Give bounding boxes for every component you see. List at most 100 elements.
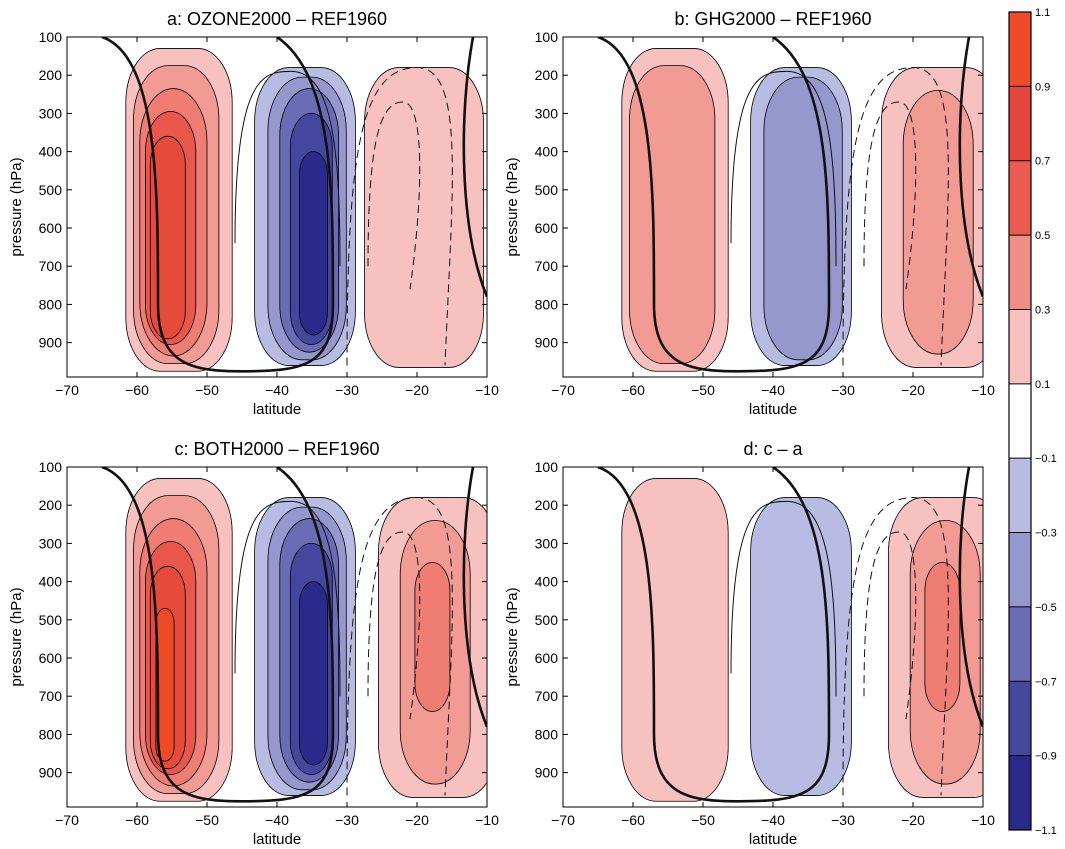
y-tick-label: 200	[39, 497, 63, 513]
colorbar-label: 1.1	[1035, 7, 1050, 19]
y-tick-label: 500	[39, 182, 63, 198]
x-tick-label: −20	[405, 812, 429, 828]
x-tick-label: −30	[335, 382, 359, 398]
panel-title: b: GHG2000 – REF1960	[674, 9, 871, 29]
colorbar-label: 0.3	[1035, 304, 1050, 316]
y-tick-label: 100	[535, 459, 559, 475]
contour-cell-a-0	[125, 48, 233, 372]
panel-d: −70 −60 −50 −40 −30 −20 −10 100 200 300 400 500 600 7…	[504, 439, 995, 848]
contour-level-6	[155, 607, 175, 762]
y-tick-label: 100	[535, 29, 559, 45]
contour-cell-c-1	[254, 497, 356, 796]
contour-level-1	[750, 497, 852, 796]
x-tick-label: −60	[621, 382, 645, 398]
x-axis-label: latitude	[253, 831, 301, 848]
mean-wind-contour	[597, 467, 831, 803]
y-axis-label: pressure (hPa)	[8, 157, 25, 256]
dashed-contour	[346, 67, 453, 366]
y-tick-label: 400	[39, 574, 63, 590]
colorbar-label: 0.9	[1035, 81, 1050, 93]
panel-c: −70 −60 −50 −40 −30 −20 −10 100 200 300 400 500 600 7…	[8, 439, 499, 848]
x-tick-label: −40	[265, 382, 289, 398]
y-tick-label: 500	[535, 612, 559, 628]
contour-cell-d-0	[621, 478, 729, 802]
contour-cell-d-1	[750, 497, 852, 796]
y-tick-label: 200	[535, 67, 559, 83]
colorbar-label: −0.3	[1035, 528, 1057, 540]
colorbar-segment	[1009, 309, 1031, 384]
y-axis-label: pressure (hPa)	[8, 587, 25, 686]
x-tick-label: −10	[475, 382, 499, 398]
y-tick-label: 100	[39, 459, 63, 475]
y-tick-label: 200	[39, 67, 63, 83]
contour-cell-c-2	[378, 497, 487, 798]
contour-level-1	[621, 478, 729, 802]
y-tick-label: 700	[535, 688, 559, 704]
y-tick-label: 900	[535, 765, 559, 781]
x-tick-label: −30	[831, 382, 855, 398]
thin-contour	[234, 70, 341, 267]
x-tick-label: −60	[125, 812, 149, 828]
contour-level-1	[364, 67, 484, 368]
y-tick-label: 200	[535, 497, 559, 513]
colorbar-segment	[1009, 681, 1031, 756]
y-tick-label: 900	[39, 335, 63, 351]
y-tick-label: 300	[535, 105, 559, 121]
colorbar-label: 0.1	[1035, 379, 1050, 391]
x-tick-label: −50	[691, 382, 715, 398]
colorbar-segment	[1009, 383, 1031, 459]
x-tick-label: −70	[551, 382, 575, 398]
y-tick-label: 300	[535, 535, 559, 551]
contour-cell-a-2	[364, 67, 484, 368]
colorbar-label: 0.7	[1035, 156, 1050, 168]
colorbar-segment	[1009, 606, 1031, 682]
x-tick-label: −60	[621, 812, 645, 828]
colorbar-label: −0.9	[1035, 751, 1057, 763]
contour-level-2	[763, 76, 843, 361]
dashed-contour-inner	[863, 101, 917, 290]
x-axis-label: latitude	[749, 831, 797, 848]
y-tick-label: 800	[39, 726, 63, 742]
dashed-contour	[842, 497, 949, 796]
x-tick-label: −70	[55, 812, 79, 828]
x-tick-label: −30	[831, 812, 855, 828]
thin-contour	[730, 500, 837, 697]
contour-cell-d-2	[888, 497, 983, 798]
y-tick-label: 100	[39, 29, 63, 45]
y-tick-label: 600	[39, 650, 63, 666]
colorbar-segment	[1009, 86, 1031, 161]
colorbar-label: −1.1	[1035, 825, 1057, 837]
y-axis-label: pressure (hPa)	[504, 587, 521, 686]
mean-wind-contour	[101, 467, 335, 803]
y-tick-label: 300	[39, 535, 63, 551]
colorbar-segment	[1009, 12, 1031, 87]
y-tick-label: 600	[535, 220, 559, 236]
contour-cell-b-0	[621, 48, 729, 372]
plot-area-d	[597, 467, 983, 803]
colorbar-label: −0.1	[1035, 453, 1057, 465]
contour-cell-c-0	[125, 478, 233, 802]
mean-wind-contour	[101, 37, 335, 373]
y-tick-label: 700	[39, 258, 63, 274]
colorbar-segment	[1009, 235, 1031, 310]
x-tick-label: −70	[55, 382, 79, 398]
y-tick-label: 600	[39, 220, 63, 236]
colorbar-label: −0.7	[1035, 676, 1057, 688]
dashed-contour	[346, 497, 453, 796]
colorbar: 1.1 0.9 0.7 0.5 0.3 0.1 −0.1 −0.3 −0.5 −0.7 −0.9 −1…	[1008, 7, 1057, 837]
panel-title: d: c – a	[743, 439, 803, 459]
colorbar-label: 0.5	[1035, 230, 1050, 242]
y-tick-label: 500	[39, 612, 63, 628]
contour-cell-a-1	[254, 67, 356, 366]
x-tick-label: −40	[761, 382, 785, 398]
y-tick-label: 900	[535, 335, 559, 351]
thin-contour	[730, 70, 837, 267]
dashed-contour-inner	[863, 531, 917, 720]
x-tick-label: −40	[761, 812, 785, 828]
contour-cell-b-1	[750, 67, 852, 366]
x-tick-label: −20	[901, 382, 925, 398]
y-tick-label: 400	[535, 574, 559, 590]
colorbar-segment	[1009, 160, 1031, 236]
contour-level-5	[298, 151, 328, 336]
